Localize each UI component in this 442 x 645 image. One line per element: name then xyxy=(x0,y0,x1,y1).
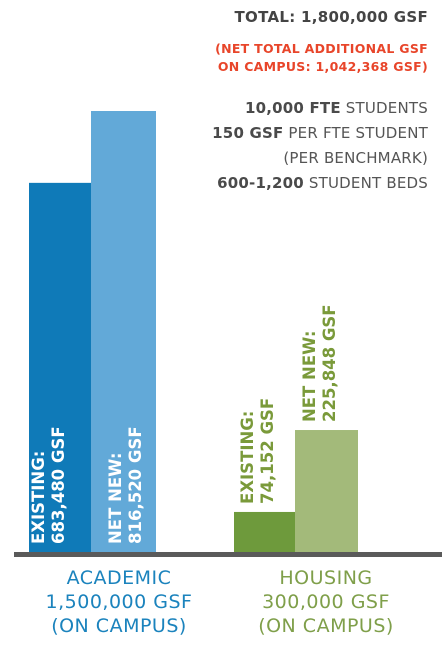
stat-benchmark-note: (PER BENCHMARK) xyxy=(283,149,428,167)
bar-label-housing-existing: EXISTING:74,152 GSF xyxy=(238,398,277,504)
bar-label-academic-net-new: NET NEW:816,520 GSF xyxy=(106,426,145,544)
net-total-line-2: ON CAMPUS: 1,042,368 GSF) xyxy=(217,59,428,74)
stat-student-beds: 600-1,200 STUDENT BEDS xyxy=(217,174,428,192)
bar-academic-net-new xyxy=(91,111,156,552)
category-label-academic: ACADEMIC 1,500,000 GSF (ON CAMPUS) xyxy=(4,566,234,638)
bar-label-housing-net-new: NET NEW:225,848 GSF xyxy=(300,304,339,422)
net-total-line-1: (NET TOTAL ADDITIONAL GSF xyxy=(215,41,428,56)
bar-housing-net-new xyxy=(295,430,358,552)
student-stats: 10,000 FTE STUDENTS 150 GSF PER FTE STUD… xyxy=(212,96,428,196)
category-label-housing: HOUSING 300,000 GSF (ON CAMPUS) xyxy=(222,566,430,638)
stat-gsf-per-student: 150 GSF PER FTE STUDENT xyxy=(212,124,428,142)
chart-baseline xyxy=(14,552,442,557)
category-housing-total: 300,000 GSF xyxy=(262,591,390,613)
category-housing-location: (ON CAMPUS) xyxy=(258,615,394,637)
bar-housing-existing xyxy=(234,511,295,552)
category-academic-total: 1,500,000 GSF xyxy=(45,591,193,613)
category-housing-name: HOUSING xyxy=(279,567,373,589)
bar-academic-existing xyxy=(29,182,91,553)
bar-label-academic-existing: EXISTING:683,480 GSF xyxy=(29,426,68,544)
category-academic-location: (ON CAMPUS) xyxy=(51,615,187,637)
net-total-note: (NET TOTAL ADDITIONAL GSF ON CAMPUS: 1,0… xyxy=(215,40,428,76)
total-title: TOTAL: 1,800,000 GSF xyxy=(234,8,428,26)
stat-fte-students: 10,000 FTE STUDENTS xyxy=(244,99,428,117)
category-academic-name: ACADEMIC xyxy=(66,567,172,589)
